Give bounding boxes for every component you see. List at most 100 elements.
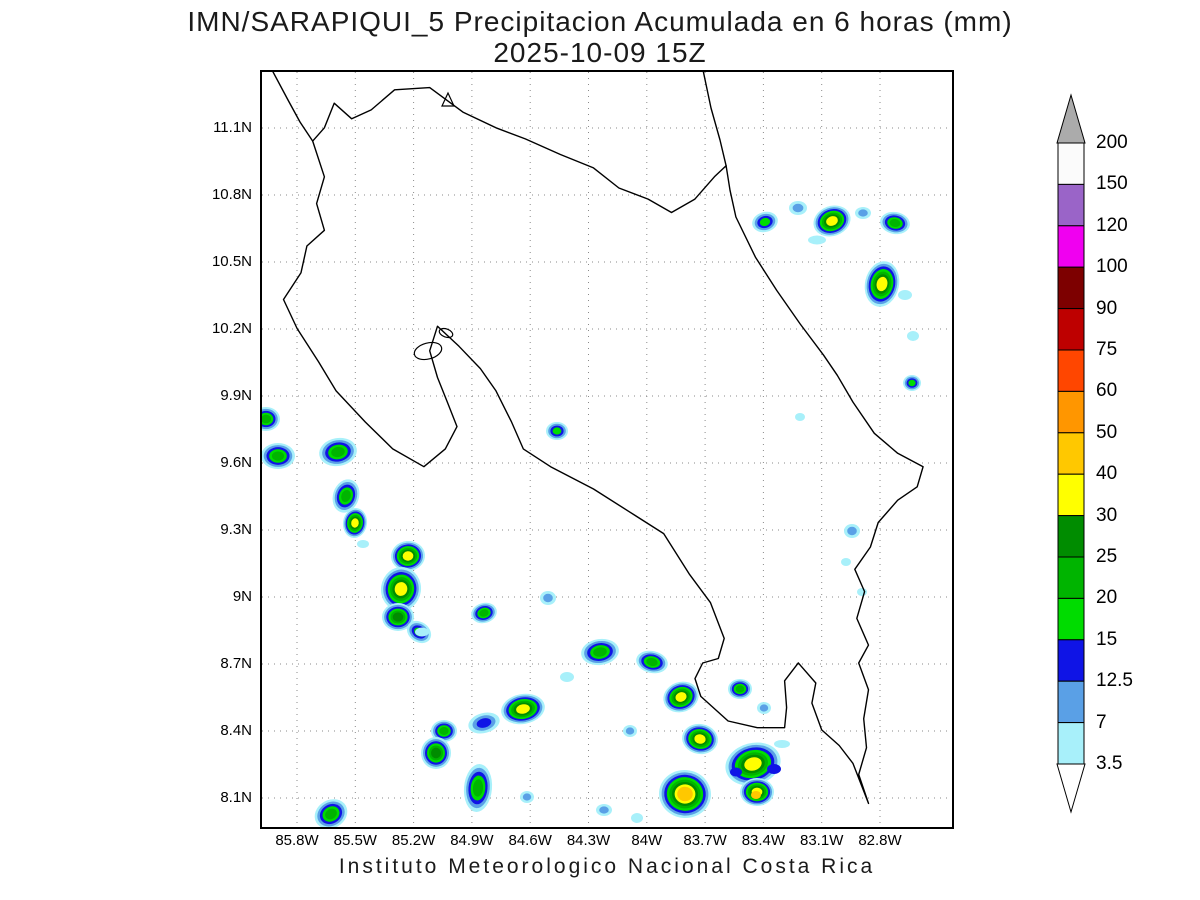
precip-contour [522,793,532,801]
precip-cell [596,804,612,816]
precip-spot [774,740,790,748]
precip-spot [415,627,429,637]
precip-contour [744,757,762,771]
lat-tick-label: 8.7N [220,655,252,672]
precip-cell [659,769,711,819]
precip-cell [757,702,771,714]
precip-cell [262,443,295,469]
colorbar-segment [1057,225,1085,268]
precip-cell [581,638,619,666]
colorbar-tick-label: 25 [1096,546,1118,567]
lon-tick-label: 83.7W [683,832,727,849]
precip-contour [876,276,888,292]
precip-contour [552,427,562,435]
colorbar-segment [1057,680,1085,724]
precip-cell [663,681,699,713]
lake-island-triangle [441,91,455,107]
precip-contour [889,218,901,228]
precip-contour [847,526,857,536]
precip-cell [844,524,860,538]
precip-contour [351,518,359,528]
lon-tick-label: 85.5W [333,832,377,849]
colorbar-tick-label: 90 [1096,297,1118,319]
costa-rica-map [262,72,952,827]
colorbar-tick-label: 100 [1096,256,1128,278]
precip-contour [826,216,838,226]
precip-contour [262,414,272,424]
colorbar-tick-label: 3.5 [1096,753,1123,774]
precip-cell [391,540,425,572]
colorbar-segment [1057,515,1085,558]
colorbar-arrow-down [1056,763,1086,814]
precip-contour [516,704,530,714]
precip-contour [431,747,441,759]
precip-cell [421,737,451,769]
precip-contour [439,727,449,735]
colorbar-segment [1057,349,1085,392]
precip-contour [646,657,658,667]
precip-contour [759,217,771,227]
precip-contour [625,727,635,735]
precip-contour [599,806,609,814]
colorbar-tick-label: 50 [1096,421,1118,443]
precip-contour [792,203,804,213]
precip-spot [751,791,761,799]
lon-tick-label: 85.2W [391,832,436,849]
footer-credit: Instituto Meteorologico Nacional Costa R… [338,855,876,878]
precip-contour [331,446,345,458]
precip-cell [546,422,568,440]
colorbar-tick-label: 30 [1096,504,1118,526]
precip-spot [841,558,851,566]
precip-contour [341,490,351,502]
lat-tick-label: 9N [232,588,252,605]
precip-cell [431,720,457,742]
lat-tick-label: 10.5N [211,253,252,270]
precip-spot [767,764,781,774]
precip-cell [855,207,871,219]
lat-tick-label: 9.6N [220,454,252,471]
colorbar-tick-label: 200 [1096,132,1128,153]
precip-cell [540,591,556,605]
colorbar-tick-label: 120 [1096,214,1128,236]
lat-tick-label: 9.3N [220,521,252,538]
precip-contour [402,551,414,561]
lat-tick-label: 9.9N [220,387,252,404]
lat-tick-label: 10.2N [211,320,252,337]
precip-contour [392,612,404,622]
precip-contour [325,808,337,820]
precip-spot [898,290,912,300]
precip-cell [471,602,497,624]
colorbar-segment [1057,722,1085,765]
colorbar-segment [1057,597,1085,641]
lon-tick-label: 82.8W [858,832,902,849]
colorbar [1054,93,1124,815]
precip-cell [319,437,357,467]
lon-tick-label: 85.8W [275,832,319,849]
colorbar-tick-label: 75 [1096,339,1118,360]
lat-tick-label: 8.4N [220,722,252,739]
precip-cell [864,261,900,307]
lat-tick-label: 11.1N [213,119,252,136]
precip-contour [858,209,868,217]
colorbar-segment [1057,142,1085,185]
precip-contour [472,779,484,797]
precip-cell [342,508,368,538]
gulf-islet [438,327,454,339]
colorbar-segment [1057,556,1085,599]
lon-tick-label: 84W [631,832,663,849]
precip-spot [795,413,805,421]
precip-cell [382,603,414,631]
coastline [272,72,314,142]
precip-cell [468,712,500,734]
colorbar-tick-label: 40 [1096,463,1118,485]
colorbar-tick-label: 7 [1096,711,1107,733]
precip-cell [463,764,493,812]
map-plot-area [260,70,954,829]
precip-cell [728,679,752,699]
precip-cell [725,742,781,786]
isla-chira [413,341,443,361]
precip-contour [476,718,492,728]
colorbar-tick-label: 60 [1096,380,1118,402]
map-title: IMN/SARAPIQUI_5 Precipitacion Acumulada … [187,6,1013,37]
